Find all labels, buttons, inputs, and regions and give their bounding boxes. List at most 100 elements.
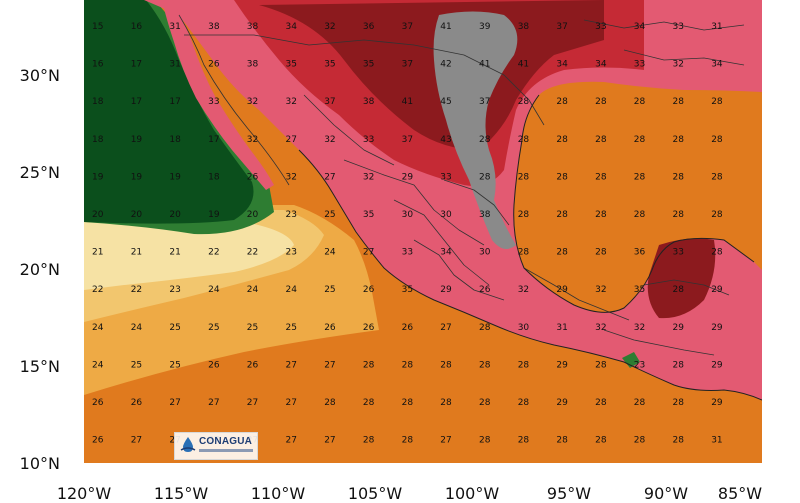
temperature-map: 15 16 31 38 38 34 32 36 37 41 39 38 37 33 34 33 31 16 17 31… [84,0,762,463]
grid-value-label: 29 [711,360,723,370]
grid-value-label: 29 [556,398,568,408]
grid-value-label: 20 [92,210,104,220]
grid-value-label: 23 [169,285,180,295]
grid-value-label: 28 [673,285,685,295]
grid-value-label: 33 [595,22,606,32]
grid-value-label: 23 [634,360,645,370]
grid-value-label: 31 [711,436,722,446]
grid-value-label: 33 [208,97,219,107]
grid-value-label: 22 [131,285,142,295]
grid-value-label: 32 [363,172,374,182]
grid-value-label: 38 [518,22,530,32]
grid-value-label: 25 [286,323,297,333]
grid-value-label: 28 [556,436,568,446]
lat-label-15n: 15°N [19,357,60,376]
ocean-pale-band [84,222,294,290]
grid-value-label: 29 [673,323,685,333]
grid-value-label: 25 [208,323,219,333]
grid-value-label: 29 [556,360,568,370]
grid-value-label: 28 [479,135,491,145]
grid-value-label: 24 [324,248,336,258]
grid-value-label: 28 [634,97,646,107]
grid-value-label: 26 [363,323,375,333]
grid-value-label: 28 [673,436,685,446]
grid-value-label: 33 [673,22,684,32]
grid-value-label: 28 [363,398,375,408]
grid-value-label: 25 [169,323,180,333]
grid-value-label: 28 [595,135,607,145]
land-baja [162,0,274,190]
grid-value-label: 26 [208,60,220,70]
grid-value-label: 28 [518,360,530,370]
grid-value-label: 18 [92,97,104,107]
lat-label-10n: 10°N [19,454,60,473]
grid-value-label: 20 [131,210,143,220]
grid-value-label: 25 [169,360,180,370]
grid-value-label: 28 [440,398,452,408]
grid-value-label: 16 [131,22,143,32]
grid-value-label: 28 [556,135,568,145]
lon-label-95w: 95°W [546,484,592,503]
grid-value-label: 17 [131,60,142,70]
grid-value-label: 28 [673,97,685,107]
grid-value-label: 31 [556,323,567,333]
grid-value-label: 34 [440,248,452,258]
grid-value-label: 37 [402,60,413,70]
grid-value-label: 41 [479,60,490,70]
grid-value-label: 28 [634,135,646,145]
grid-value-label: 34 [286,22,298,32]
grid-value-label: 34 [634,22,646,32]
grid-value-label: 32 [324,22,335,32]
grid-value-label: 20 [247,210,259,220]
grid-value-label: 32 [324,135,335,145]
grid-value-label: 28 [673,172,685,182]
grid-value-label: 28 [595,398,607,408]
grid-value-label: 30 [402,210,414,220]
grid-value-label: 41 [402,97,413,107]
grid-value-label: 32 [518,285,529,295]
grid-value-label: 29 [556,285,568,295]
grid-value-label: 28 [711,135,723,145]
grid-value-label: 32 [595,285,606,295]
lon-label-100w: 100°W [444,484,500,503]
grid-value-label: 26 [92,398,104,408]
grid-value-label: 16 [92,60,104,70]
grid-value-label: 29 [711,285,723,295]
grid-value-label: 29 [402,172,414,182]
grid-value-label: 26 [247,360,259,370]
grid-value-label: 26 [479,285,491,295]
grid-value-label: 41 [518,60,529,70]
grid-value-label: 30 [479,248,491,258]
grid-value-label: 26 [402,323,414,333]
grid-value-label: 33 [634,60,645,70]
grid-value-label: 24 [286,285,298,295]
lon-label-105w: 105°W [347,484,403,503]
map-panel: 15 16 31 38 38 34 32 36 37 41 39 38 37 33 34 33 31 16 17 31… [84,0,762,463]
grid-value-label: 27 [131,436,142,446]
grid-value-label: 23 [286,248,297,258]
grid-value-label: 28 [595,210,607,220]
grid-value-label: 25 [324,285,335,295]
grid-value-label: 37 [402,135,413,145]
grid-value-label: 31 [169,60,180,70]
grid-value-label: 21 [131,248,142,258]
grid-value-label: 17 [131,97,142,107]
grid-value-label: 21 [169,248,180,258]
grid-value-label: 24 [208,285,220,295]
grid-value-label: 28 [479,436,491,446]
grid-value-label: 28 [711,248,723,258]
land-mainland [144,0,762,400]
grid-value-label: 28 [518,97,530,107]
grid-value-label: 37 [479,97,490,107]
pacific-coastline [298,149,762,401]
grid-value-label: 28 [479,398,491,408]
grid-value-label: 28 [402,436,414,446]
grid-value-label: 28 [402,360,414,370]
lat-label-20n: 20°N [19,260,60,279]
grid-value-label: 26 [247,172,259,182]
grid-value-label: 32 [286,172,297,182]
grid-value-label: 38 [247,22,259,32]
grid-value-label: 28 [556,210,568,220]
grid-value-label: 28 [595,97,607,107]
grid-value-label: 25 [131,360,142,370]
